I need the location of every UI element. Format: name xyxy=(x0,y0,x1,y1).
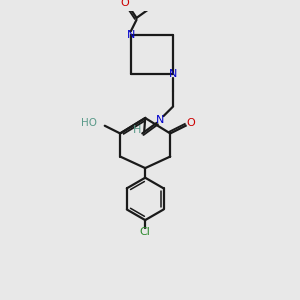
Text: N: N xyxy=(169,69,177,79)
Text: H: H xyxy=(133,124,142,135)
Text: Cl: Cl xyxy=(140,226,151,237)
Text: N: N xyxy=(127,30,135,40)
Text: O: O xyxy=(121,0,129,8)
Text: N: N xyxy=(155,115,164,125)
Text: O: O xyxy=(186,118,195,128)
Text: HO: HO xyxy=(81,118,97,128)
